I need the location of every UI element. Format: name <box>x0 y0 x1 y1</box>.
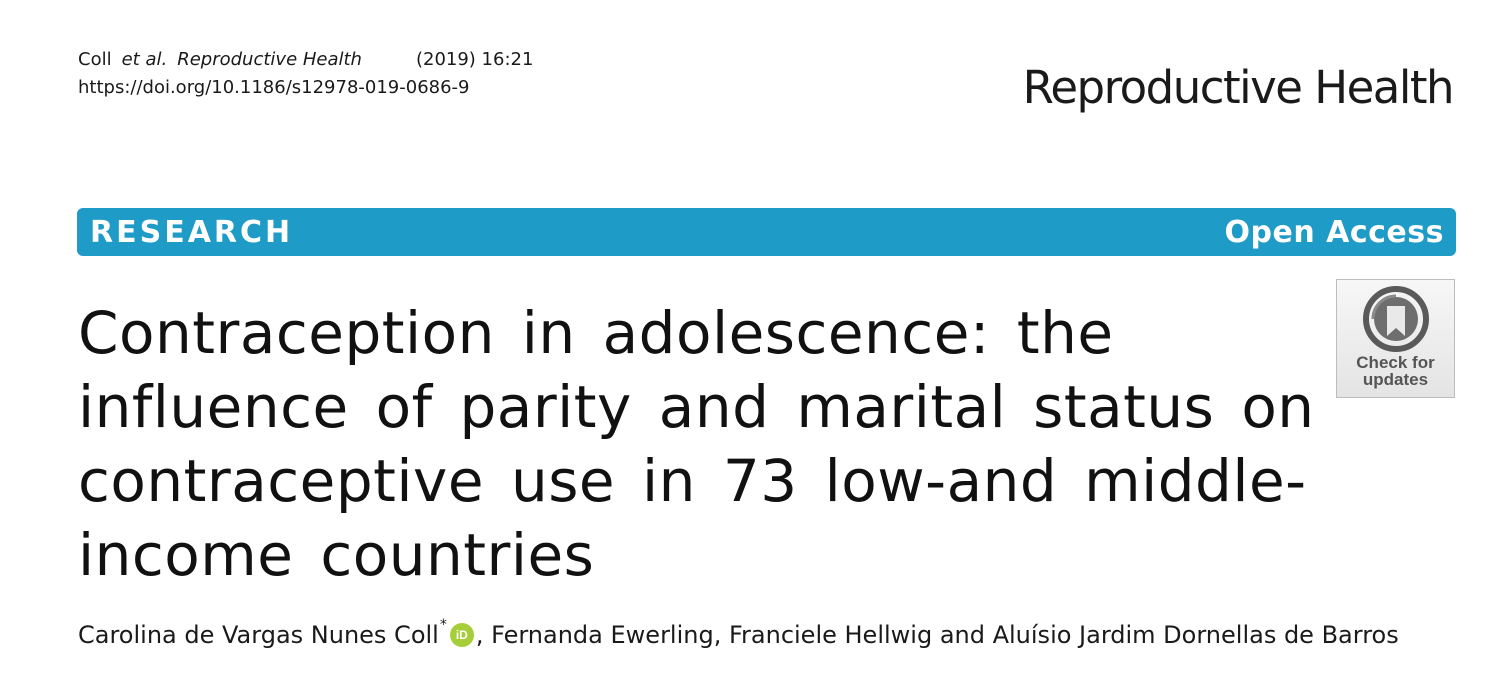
article-type-label: RESEARCH <box>90 214 294 250</box>
title-line: income countries <box>78 521 595 589</box>
cite-journal: Reproductive Health <box>177 49 362 70</box>
orcid-icon[interactable]: iD <box>449 623 474 647</box>
author-corresponding[interactable]: Carolina de Vargas Nunes Coll <box>78 621 439 649</box>
doi-link[interactable]: https://doi.org/10.1186/s12978-019-0686-… <box>78 77 470 98</box>
open-access-label: Open Access <box>1224 214 1444 250</box>
article-type-banner: RESEARCH Open Access <box>77 208 1456 256</box>
author-others: , Fernanda Ewerling, Franciele Hellwig a… <box>475 621 1399 649</box>
article-title: Contraception in adolescence: the influe… <box>78 296 1315 592</box>
journal-logo-text: Reproductive Health <box>1022 61 1455 114</box>
check-for-updates-icon <box>1362 286 1429 352</box>
check-for-updates-badge[interactable]: Check for updates <box>1336 279 1455 398</box>
cite-author: Coll <box>78 49 112 70</box>
corresponding-mark: * <box>439 617 447 633</box>
author-list: Carolina de Vargas Nunes Coll * iD, Fernan… <box>78 615 1399 655</box>
title-line: Contraception in adolescence: the <box>78 299 1114 367</box>
title-line: influence of parity and marital status o… <box>78 373 1315 441</box>
cite-etal: et al. <box>121 49 168 70</box>
citation-block: Coll et al. Reproductive Health (2019) 1… <box>78 46 533 102</box>
cite-volume: (2019) 16:21 <box>415 49 534 70</box>
title-line: contraceptive use in 73 low-and middle- <box>78 447 1307 515</box>
check-for-updates-label: Check for updates <box>1356 353 1435 389</box>
citation-line: Coll et al. Reproductive Health (2019) 1… <box>78 46 533 74</box>
